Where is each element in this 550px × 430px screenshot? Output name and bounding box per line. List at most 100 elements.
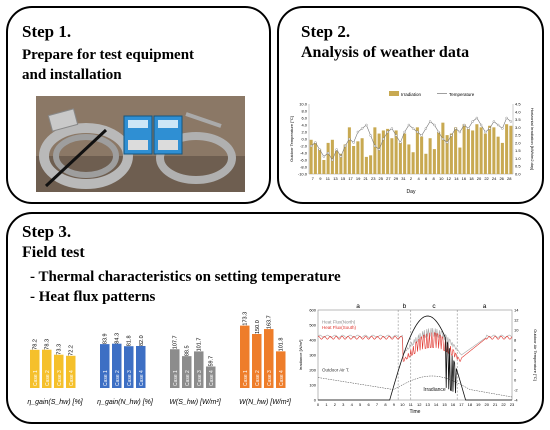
- flux-y-right-tick: -4: [514, 398, 518, 403]
- x-tick: 29: [394, 176, 399, 181]
- step1-subtitle: Prepare for test equipment: [22, 47, 195, 63]
- temperature-line: [310, 117, 512, 161]
- y-left-tick: 10.0: [299, 102, 308, 107]
- step3-title: Step 3.: [22, 222, 72, 241]
- flux-y-right-tick: 10: [514, 328, 519, 333]
- flux-x-tick: 10: [400, 402, 405, 407]
- y-left-tick: -6.0: [300, 158, 308, 163]
- irradiation-bar: [471, 130, 475, 174]
- temperature-point: [339, 155, 343, 158]
- series-label-irradiance: Irradiance: [423, 387, 445, 393]
- irradiation-bar: [403, 133, 407, 174]
- step3-bullet2: - Heat flux patterns: [30, 289, 156, 305]
- temperature-point: [373, 144, 377, 148]
- irradiation-bar: [424, 153, 428, 174]
- case-bar-value: 59.7: [209, 356, 215, 367]
- x-tick: 9: [319, 176, 322, 181]
- step1-title: Step 1.: [22, 22, 72, 41]
- y-right-tick: 0.5: [515, 164, 521, 169]
- x-tick: 20: [477, 176, 482, 181]
- irradiation-bar: [386, 128, 390, 174]
- case-bar-value: 72.2: [69, 345, 75, 356]
- case-bar: [264, 329, 274, 388]
- case-bar-label: Case 2: [115, 370, 121, 386]
- heat-flux-south-line: [317, 332, 513, 362]
- temperature-point: [488, 127, 491, 130]
- case-bar: [42, 349, 52, 388]
- irradiation-bar: [445, 135, 449, 174]
- flux-x-tick: 1: [325, 402, 328, 407]
- flux-y-left-tick: 600: [309, 308, 316, 313]
- x-tick: 22: [484, 176, 489, 181]
- temperature-point: [471, 120, 474, 123]
- y-right-tick: 2.0: [515, 140, 521, 145]
- case-bar-value: 78.2: [33, 339, 39, 350]
- x-tick: 13: [333, 176, 338, 181]
- x-tick: 27: [386, 176, 391, 181]
- case-bar: [112, 343, 122, 388]
- temperature-point: [428, 120, 432, 123]
- temperature-point: [390, 127, 394, 130]
- region-label: b: [403, 303, 407, 310]
- case-chart-label: W(N_hw) [W/m²]: [239, 399, 292, 406]
- flux-x-tick: 18: [468, 402, 473, 407]
- flux-y-right-tick: 0: [514, 378, 517, 383]
- equipment-photo: [36, 96, 245, 192]
- case-bar-value: 163.7: [267, 315, 273, 329]
- temperature-point: [492, 120, 496, 123]
- case-bar-value: 83.9: [103, 333, 109, 344]
- case-bar-label: Case 3: [127, 370, 133, 386]
- x-tick: 26: [499, 176, 504, 181]
- flux-x-tick: 3: [342, 402, 345, 407]
- temperature-point: [314, 141, 317, 144]
- case-bar: [252, 334, 262, 388]
- irradiation-bar: [415, 127, 419, 174]
- flux-x-tick: 4: [351, 402, 354, 407]
- case-bar-value: 173.3: [243, 312, 249, 326]
- case-bar-label: Case 1: [33, 370, 39, 386]
- case-chart-label: W(S_hw) [W/m²]: [169, 399, 221, 406]
- temperature-point: [433, 123, 436, 127]
- y-right-tick: 3.5: [515, 117, 521, 122]
- x-label: Day: [407, 189, 416, 195]
- y-left-label: Outdoor Temperature [°C]: [289, 116, 294, 162]
- x-tick: 2: [410, 176, 413, 181]
- x-tick: 16: [462, 176, 467, 181]
- series-label-south: Heat Flux(South): [322, 325, 357, 330]
- flux-y-right-label: Outdoor Air Temperature [°C]: [533, 329, 538, 381]
- x-tick: 14: [454, 176, 459, 181]
- heat-flux-north-line: [317, 327, 513, 356]
- case-bar-label: Case 4: [69, 370, 75, 386]
- case-bar-value: 84.3: [115, 333, 121, 344]
- irradiation-bar: [428, 138, 432, 174]
- flux-y-right-tick: 12: [514, 318, 519, 323]
- flux-x-tick: 11: [409, 402, 414, 407]
- temperature-point: [424, 127, 428, 130]
- y-right-tick: 4.5: [515, 102, 521, 107]
- irradiation-bar: [407, 144, 411, 174]
- flux-x-tick: 2: [334, 402, 337, 407]
- flux-x-tick: 9: [393, 402, 396, 407]
- flux-y-right-tick: 6: [514, 348, 517, 353]
- x-tick: 8: [433, 176, 436, 181]
- temperature-point: [382, 137, 385, 141]
- step2-panel: Step 2. Analysis of weather data Irradia…: [277, 6, 544, 204]
- temperature-point: [416, 130, 419, 134]
- case-bar-label: Case 3: [267, 370, 273, 386]
- flux-x-label: Time: [410, 409, 421, 415]
- flux-plot-area: [317, 309, 513, 401]
- y-left-tick: -10.0: [298, 172, 308, 177]
- irradiation-bar: [458, 147, 462, 174]
- irradiation-bar: [356, 141, 360, 174]
- flux-x-tick: 7: [376, 402, 379, 407]
- case-bar-label: Case 1: [103, 370, 109, 386]
- flux-x-tick: 16: [451, 402, 456, 407]
- temperature-point: [462, 123, 466, 127]
- temperature-point: [484, 130, 487, 134]
- flux-x-tick: 12: [417, 402, 422, 407]
- irradiation-bar: [411, 152, 415, 174]
- case-bar-label: Case 4: [279, 370, 285, 386]
- temperature-point: [479, 123, 483, 127]
- y-left-tick: 2.0: [301, 130, 307, 135]
